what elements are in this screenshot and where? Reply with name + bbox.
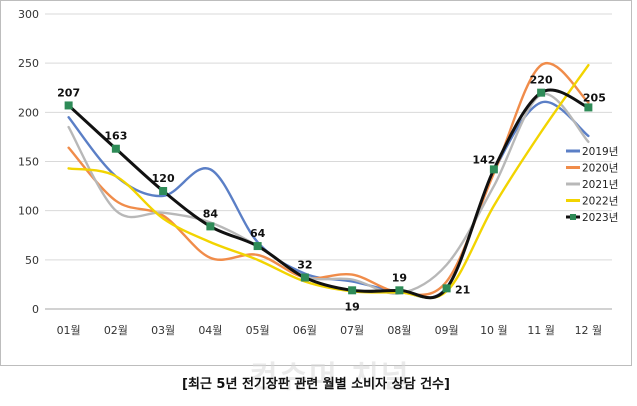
x-tick-label: 11 월 [527, 324, 555, 337]
x-tick-labels: 01월 02월 03월 04월 05월 06월 07월 08월 09월 10 월 11 월 12 월 [57, 324, 603, 337]
x-tick-label: 05월 [246, 324, 270, 337]
x-tick-label: 08월 [387, 324, 411, 337]
legend-label: 2019년 [582, 146, 618, 158]
data-point [253, 242, 262, 251]
x-tick-label: 06월 [293, 324, 317, 337]
data-point [584, 103, 593, 112]
watermark-logo: 컨슈머 치널 [250, 360, 411, 395]
series-line-2022년 [67, 63, 590, 300]
data-point [442, 284, 451, 293]
y-tick-label: 200 [18, 106, 39, 119]
data-label: 19 [392, 271, 407, 284]
chart-caption: [최근 5년 전기장판 관련 월별 소비자 상담 건수] [182, 377, 450, 392]
data-label: 142 [472, 153, 495, 166]
chart-frame [0, 0, 632, 366]
data-point [159, 187, 168, 195]
y-tick-label: 250 [18, 57, 39, 70]
x-tick-label: 03월 [151, 324, 175, 337]
legend: 2019년 2020년 2021년 2022년 2023년 [566, 146, 618, 224]
data-point [395, 286, 404, 295]
legend-label: 2023년 [582, 212, 618, 224]
x-tick-label: 02월 [104, 324, 128, 337]
data-label: 120 [152, 172, 175, 185]
data-point [64, 101, 73, 110]
series-markers-2023년: 207 163 120 84 64 32 19 19 21 142 220 205 [57, 74, 606, 314]
x-tick-label: 10 월 [480, 324, 508, 337]
data-point [111, 144, 120, 153]
data-point [300, 273, 309, 282]
data-label: 163 [104, 130, 127, 143]
y-tick-label: 300 [18, 8, 39, 21]
x-tick-label: 01월 [57, 324, 81, 337]
legend-label: 2022년 [582, 196, 618, 208]
data-label: 19 [344, 300, 359, 313]
data-label: 84 [203, 207, 219, 220]
y-tick-label: 150 [18, 156, 39, 169]
data-label: 21 [455, 283, 470, 296]
data-label: 220 [530, 74, 553, 87]
data-label: 64 [250, 227, 266, 240]
x-tick-label: 04월 [198, 324, 222, 337]
data-point [348, 286, 357, 295]
data-label: 205 [583, 91, 606, 104]
x-tick-label: 12 월 [575, 324, 603, 337]
data-point [206, 222, 215, 231]
legend-marker [570, 214, 576, 220]
y-tick-label: 0 [32, 303, 39, 316]
x-tick-label: 09월 [435, 324, 459, 337]
legend-label: 2021년 [582, 179, 618, 191]
legend-label: 2020년 [582, 163, 618, 175]
data-label: 207 [57, 86, 80, 99]
y-tick-label: 100 [18, 205, 39, 218]
y-tick-label: 50 [25, 254, 39, 267]
x-tick-label: 07월 [340, 324, 364, 337]
data-point [537, 88, 546, 97]
y-gridlines: 0 50 100 150 200 250 300 [18, 8, 612, 316]
data-label: 32 [297, 259, 312, 272]
data-point [489, 165, 498, 174]
series-line-2020년 [67, 61, 590, 296]
